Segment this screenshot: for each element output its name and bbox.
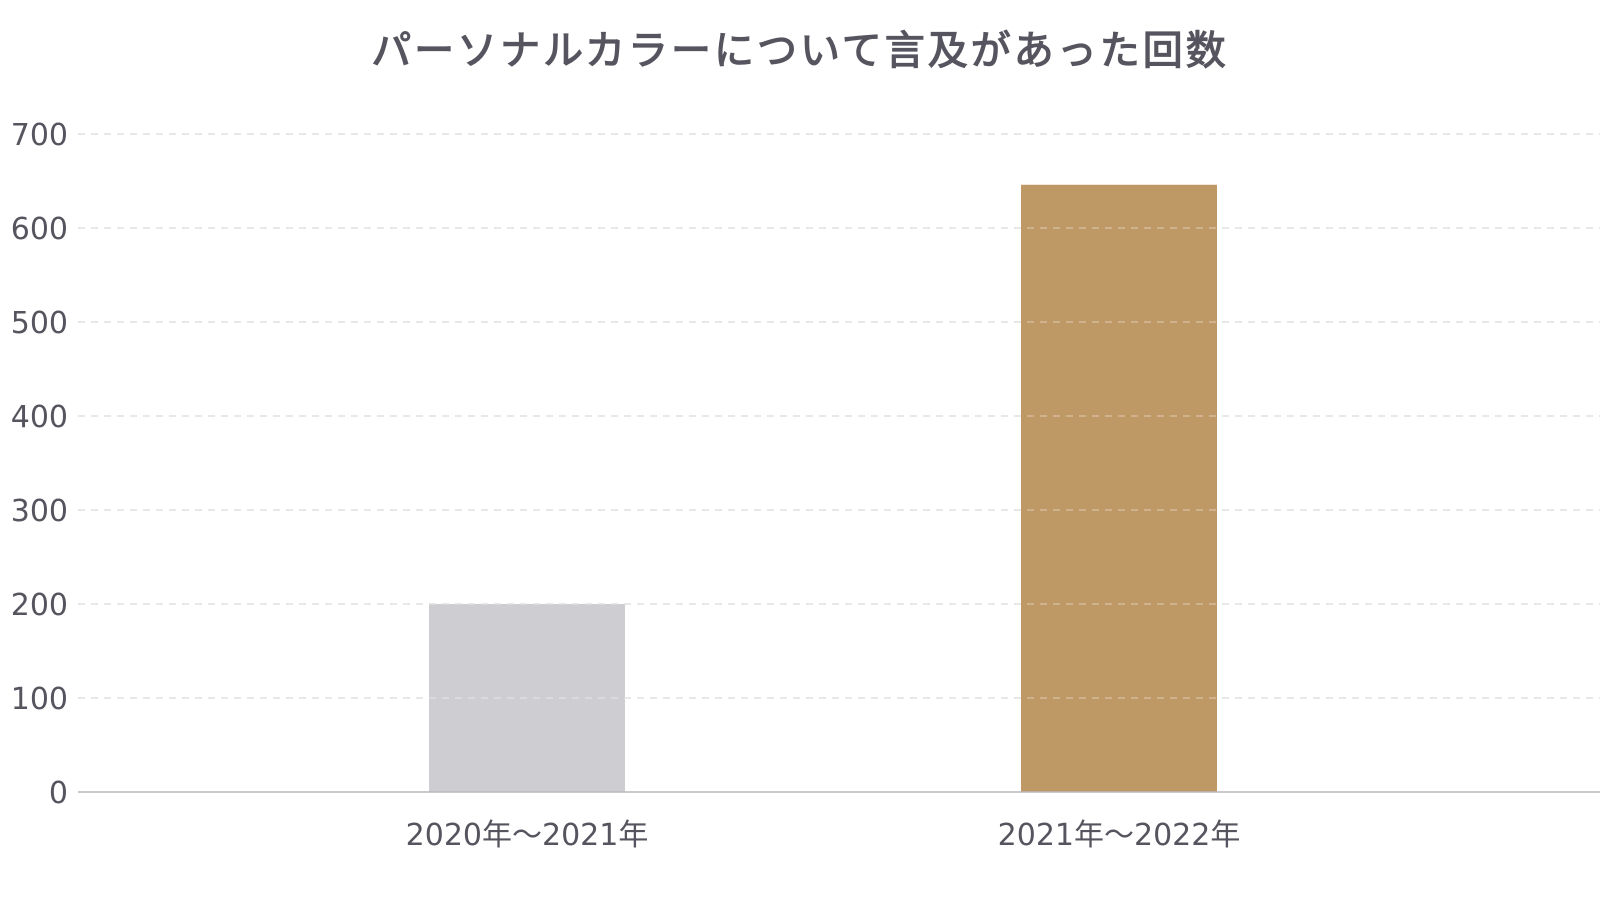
bars: [429, 184, 1217, 792]
x-axis-category-labels: 2020年〜2021年 2021年〜2022年: [406, 818, 1241, 853]
y-tick-label: 400: [11, 400, 68, 435]
grid-lines: [78, 133, 1600, 699]
grid-overlay: [78, 133, 1600, 699]
y-tick-label: 500: [11, 306, 68, 341]
chart-title: パーソナルカラーについて言及があった回数: [371, 28, 1229, 74]
y-tick-label: 100: [11, 682, 68, 717]
y-tick-label: 600: [11, 212, 68, 247]
x-category-label: 2021年〜2022年: [998, 818, 1241, 853]
y-tick-label: 200: [11, 588, 68, 623]
x-category-label: 2020年〜2021年: [406, 818, 649, 853]
y-tick-label: 300: [11, 494, 68, 529]
bar-2: [1021, 184, 1217, 792]
y-tick-label: 0: [49, 776, 68, 811]
y-axis-tick-labels: 0 100 200 300 400 500 600 700: [11, 118, 68, 811]
y-tick-label: 700: [11, 118, 68, 153]
bar-1: [429, 604, 625, 792]
